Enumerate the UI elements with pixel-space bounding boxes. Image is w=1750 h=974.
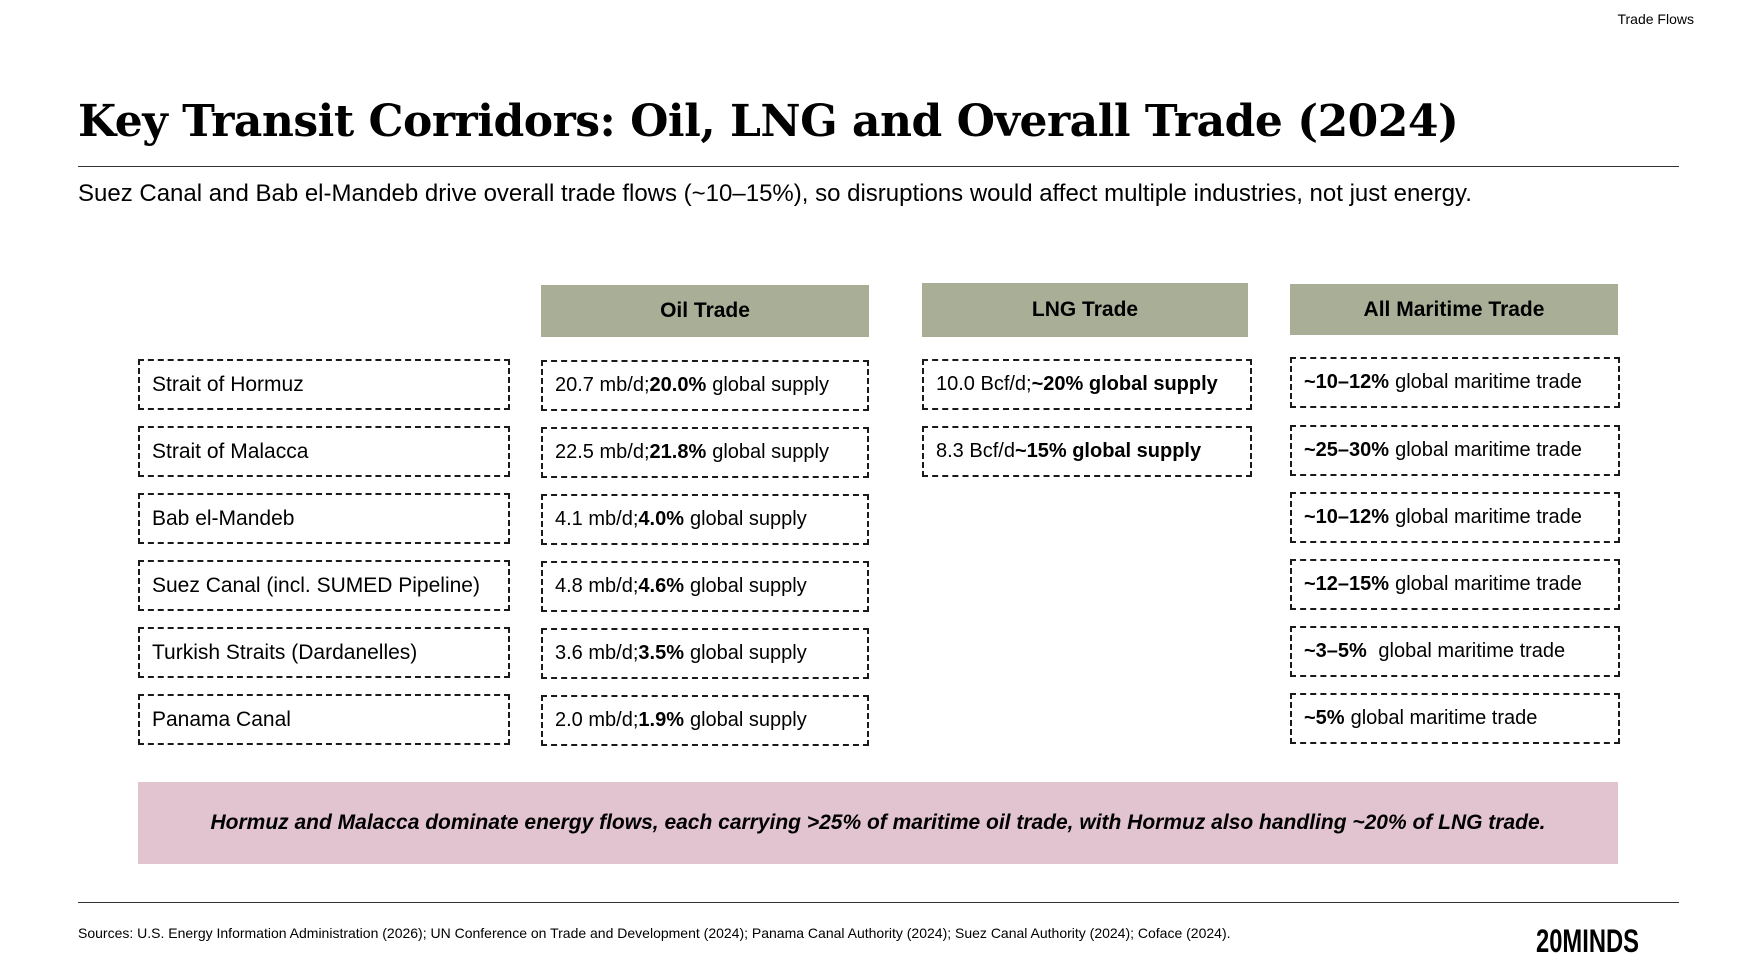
section-tag: Trade Flows — [1617, 11, 1694, 27]
page-title: Key Transit Corridors: Oil, LNG and Over… — [78, 96, 1459, 147]
oil-trade-cell: 20.7 mb/d; 20.0% global supply — [541, 360, 869, 411]
oil-volume: 4.1 mb/d; — [555, 508, 639, 530]
oil-trade-header: Oil Trade — [541, 285, 869, 337]
maritime-trade-cell: ~5% global maritime trade — [1290, 693, 1620, 744]
oil-trade-cell: 3.6 mb/d; 3.5% global supply — [541, 628, 869, 679]
corridor-cell: Strait of Malacca — [138, 426, 510, 477]
oil-volume: 2.0 mb/d; — [555, 709, 639, 731]
maritime-share: ~10–12% — [1304, 371, 1390, 393]
lng-volume: 10.0 Bcf/d; — [936, 373, 1032, 395]
oil-share-label: global supply — [689, 642, 807, 664]
maritime-trade-header: All Maritime Trade — [1290, 284, 1618, 335]
corridor-cell: Bab el-Mandeb — [138, 493, 510, 544]
oil-share: 1.9% — [638, 709, 684, 731]
maritime-trade-cell: ~12–15% global maritime trade — [1290, 559, 1620, 610]
sources-note: Sources: U.S. Energy Information Adminis… — [78, 925, 1231, 941]
oil-share-label: global supply — [712, 374, 829, 396]
oil-share-label: global supply — [689, 709, 807, 731]
lng-trade-header: LNG Trade — [922, 283, 1248, 337]
oil-trade-cell: 22.5 mb/d; 21.8% global supply — [541, 427, 869, 478]
oil-share: 21.8% — [649, 441, 707, 463]
title-divider — [78, 166, 1679, 167]
maritime-share: ~3–5% — [1304, 640, 1367, 662]
lng-volume: 8.3 Bcf/d — [936, 440, 1015, 462]
maritime-trade-cell: ~10–12% global maritime trade — [1290, 492, 1620, 543]
lng-trade-cell: 10.0 Bcf/d; ~20% global supply — [922, 359, 1252, 410]
oil-share-label: global supply — [712, 441, 829, 463]
maritime-share: ~5% — [1304, 707, 1345, 729]
oil-trade-cell: 4.1 mb/d; 4.0% global supply — [541, 494, 869, 545]
maritime-share-label: global maritime trade — [1350, 707, 1538, 729]
oil-trade-cell: 4.8 mb/d; 4.6% global supply — [541, 561, 869, 612]
oil-share-label: global supply — [689, 575, 807, 597]
oil-volume: 4.8 mb/d; — [555, 575, 639, 597]
brand-logo-text: 20MINDS — [1536, 923, 1639, 958]
oil-share: 4.6% — [638, 575, 684, 597]
oil-volume: 22.5 mb/d; — [555, 441, 650, 463]
maritime-share-label: global maritime trade — [1395, 439, 1582, 461]
maritime-share-label: global maritime trade — [1372, 640, 1566, 662]
brand-logo: 20MINDS — [1536, 923, 1639, 958]
oil-share: 4.0% — [638, 508, 684, 530]
lng-trade-cell: 8.3 Bcf/d ~15% global supply — [922, 426, 1252, 477]
corridor-cell: Strait of Hormuz — [138, 359, 510, 410]
maritime-trade-cell: ~10–12% global maritime trade — [1290, 357, 1620, 408]
oil-share: 3.5% — [638, 642, 684, 664]
corridor-cell: Turkish Straits (Dardanelles) — [138, 627, 510, 678]
maritime-share: ~25–30% — [1304, 439, 1390, 461]
key-takeaway-callout: Hormuz and Malacca dominate energy flows… — [138, 782, 1618, 864]
maritime-share-label: global maritime trade — [1395, 573, 1582, 595]
footer-divider — [78, 902, 1679, 903]
maritime-trade-cell: ~3–5% global maritime trade — [1290, 626, 1620, 677]
maritime-share: ~10–12% — [1304, 506, 1390, 528]
subtitle: Suez Canal and Bab el-Mandeb drive overa… — [78, 180, 1472, 207]
maritime-share: ~12–15% — [1304, 573, 1390, 595]
lng-share: ~15% global supply — [1014, 440, 1202, 462]
oil-volume: 3.6 mb/d; — [555, 642, 639, 664]
corridor-cell: Suez Canal (incl. SUMED Pipeline) — [138, 560, 510, 611]
maritime-share-label: global maritime trade — [1395, 506, 1582, 528]
oil-trade-cell: 2.0 mb/d; 1.9% global supply — [541, 695, 869, 746]
oil-share: 20.0% — [649, 374, 707, 396]
maritime-share-label: global maritime trade — [1395, 371, 1582, 393]
maritime-trade-cell: ~25–30% global maritime trade — [1290, 425, 1620, 476]
lng-share: ~20% global supply — [1031, 373, 1218, 395]
oil-share-label: global supply — [689, 508, 807, 530]
corridor-cell: Panama Canal — [138, 694, 510, 745]
oil-volume: 20.7 mb/d; — [555, 374, 650, 396]
